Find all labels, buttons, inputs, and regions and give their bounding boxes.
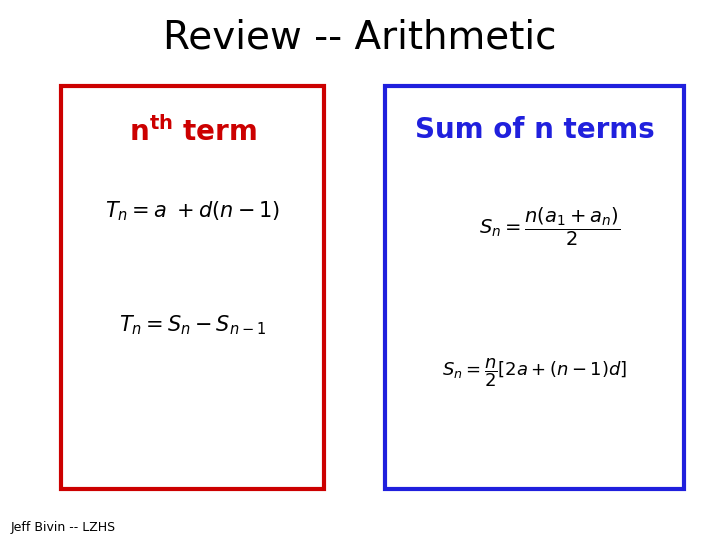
Text: Review -- Arithmetic: Review -- Arithmetic bbox=[163, 19, 557, 57]
Text: Jeff Bivin -- LZHS: Jeff Bivin -- LZHS bbox=[11, 521, 116, 534]
Text: $\mathbf{n^{th}}$ term: $\mathbf{n^{th}}$ term bbox=[129, 116, 256, 147]
Text: $T_n = S_n - S_{n-1}$: $T_n = S_n - S_{n-1}$ bbox=[119, 313, 266, 337]
FancyBboxPatch shape bbox=[61, 86, 324, 489]
Text: $T_n = a \ + d(n-1)$: $T_n = a \ + d(n-1)$ bbox=[105, 200, 280, 224]
Text: $S_n = \dfrac{n}{2}[2a + (n-1)d]$: $S_n = \dfrac{n}{2}[2a + (n-1)d]$ bbox=[442, 356, 627, 389]
Text: Sum of n terms: Sum of n terms bbox=[415, 116, 654, 144]
FancyBboxPatch shape bbox=[385, 86, 684, 489]
Text: $S_n = \dfrac{n(a_1 + a_n)}{2}$: $S_n = \dfrac{n(a_1 + a_n)}{2}$ bbox=[479, 205, 620, 247]
